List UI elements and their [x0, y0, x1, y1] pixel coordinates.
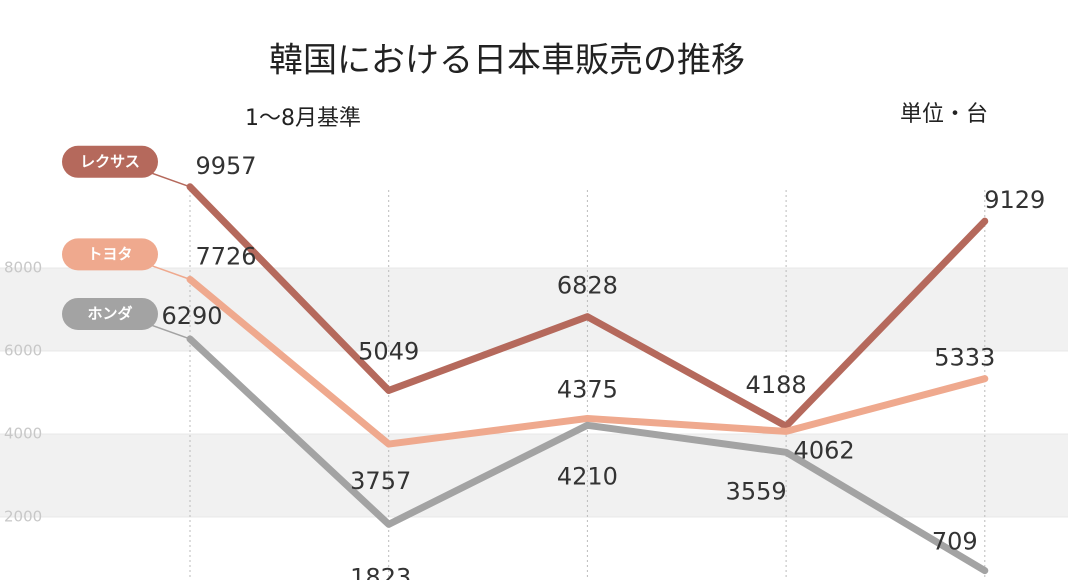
value-label: 5333 [934, 344, 995, 372]
legend-pill [62, 297, 158, 330]
value-label: 7726 [195, 242, 256, 270]
series-line [186, 335, 989, 575]
y-tick-label: 2000 [4, 508, 42, 526]
value-label: 4210 [557, 462, 618, 490]
value-label: 9129 [984, 186, 1045, 214]
value-label: 5049 [358, 337, 419, 365]
chart-subtitle: 1～8月基準 [245, 106, 361, 131]
y-tick-label: 8000 [4, 259, 42, 277]
value-label: 709 [932, 528, 978, 556]
legend-label: ホンダ [87, 304, 132, 322]
value-label: 4062 [794, 436, 855, 464]
legend-pill [62, 238, 158, 271]
series-line [186, 183, 989, 430]
value-label: 4375 [557, 375, 618, 403]
series-line [186, 275, 989, 448]
legend-label: レクサス [80, 152, 140, 170]
value-label: 4188 [746, 371, 807, 399]
value-label: 3757 [350, 467, 411, 495]
value-label: 9957 [195, 152, 256, 180]
unit-label: 単位・台 [900, 102, 988, 127]
plot-background [0, 268, 1068, 517]
value-label: 3559 [726, 477, 787, 505]
chart-title: 韓国における日本車販売の推移 [269, 41, 745, 81]
y-tick-label: 6000 [4, 342, 42, 360]
grid-band [0, 434, 1068, 517]
value-label: 1823 [350, 563, 411, 580]
value-label: 6828 [557, 272, 618, 300]
y-tick-label: 4000 [4, 425, 42, 443]
value-label: 6290 [161, 302, 222, 330]
legend-label: トヨタ [87, 245, 132, 263]
legend-pill [62, 145, 158, 178]
